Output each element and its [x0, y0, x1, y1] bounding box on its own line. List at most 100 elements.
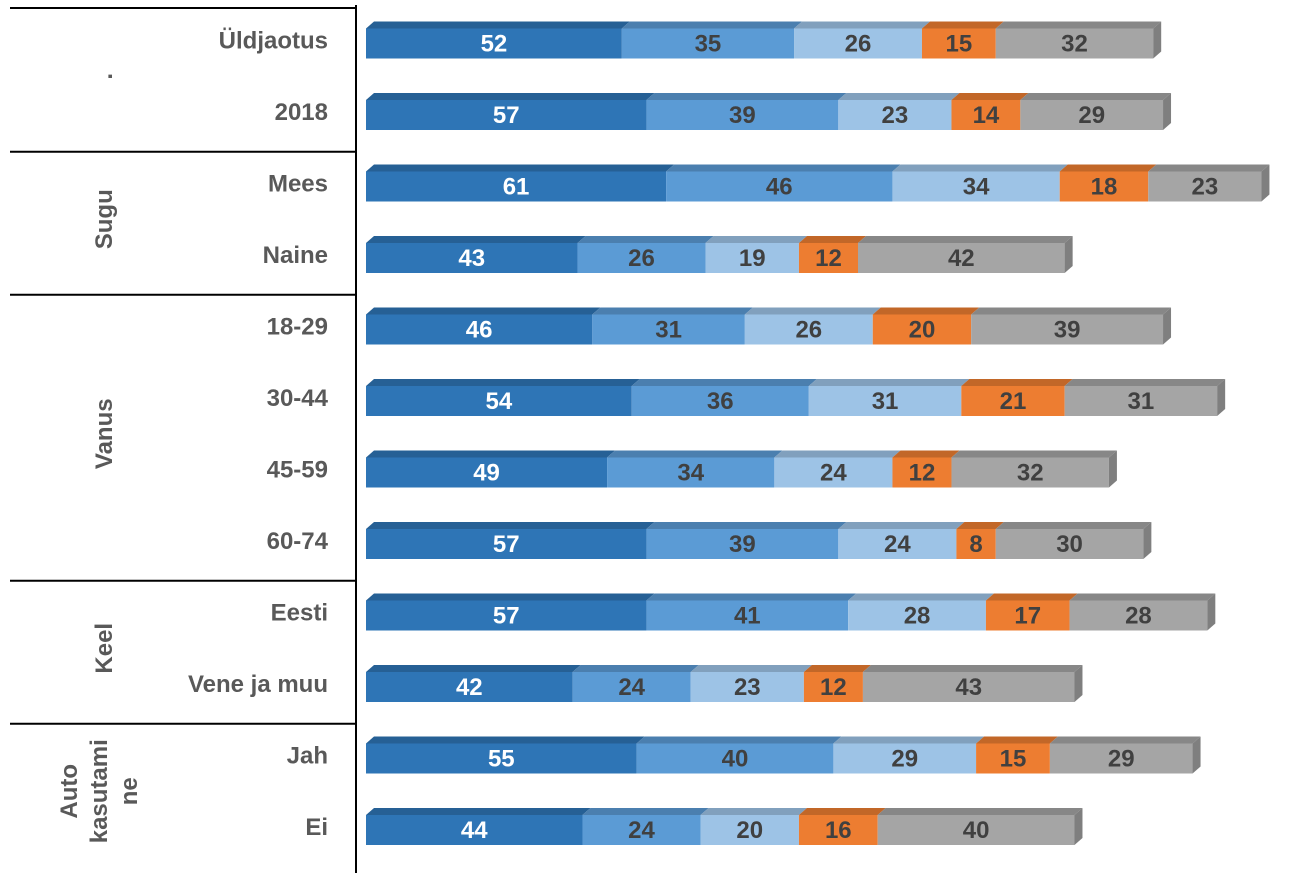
bar-value-label: 41: [734, 603, 761, 630]
bar-segment-top: [366, 665, 581, 672]
bar-segment-top: [872, 307, 980, 315]
bar-end-cap: [1143, 522, 1152, 559]
bar-segment: [1049, 743, 1193, 774]
bar-segment-top: [366, 307, 601, 315]
bar-segment: [848, 600, 986, 631]
bar-segment: [877, 815, 1075, 845]
bar-value-label: 20: [909, 317, 936, 344]
bar-segment: [985, 600, 1070, 631]
bar-value-label: 24: [628, 817, 655, 844]
group-label-keel: Keel: [91, 623, 118, 674]
bar-value-label: 17: [1014, 603, 1041, 630]
bar-segment: [744, 314, 873, 345]
bar-value-label: 34: [963, 174, 990, 201]
bar-value-label: 40: [963, 817, 990, 844]
bar-value-label: 21: [1000, 388, 1027, 415]
bar-segment: [995, 28, 1154, 59]
bar-end-cap: [1163, 307, 1172, 345]
bar-segment-top: [838, 93, 960, 100]
bar-value-label: 52: [481, 31, 508, 58]
bar-value-label: 20: [736, 817, 763, 844]
bar-value-label: 40: [722, 746, 749, 773]
bar-segment: [1059, 171, 1149, 202]
bar-segment-top: [366, 522, 655, 529]
bar-segment: [366, 171, 667, 202]
bar-segment-top: [798, 808, 886, 815]
bar-segment-top: [366, 808, 591, 815]
bar-value-label: 55: [488, 746, 515, 773]
bar-segment-top: [1020, 93, 1172, 100]
bar-segment: [646, 600, 849, 631]
bar-segment-top: [1069, 593, 1216, 601]
bar-segment-top: [892, 164, 1068, 172]
bar-segment: [951, 100, 1021, 130]
bar-segment-top: [636, 736, 842, 744]
bar-value-label: 14: [973, 102, 1000, 129]
bar-value-label: 44: [461, 817, 488, 844]
bar-value-label: 57: [493, 603, 520, 630]
bar-segment-top: [572, 665, 699, 672]
bar-segment-top: [995, 522, 1152, 529]
bar-segment: [951, 457, 1109, 488]
bar-segment: [621, 28, 795, 59]
bar-value-label: 46: [766, 174, 793, 201]
bar-segment-top: [366, 379, 640, 386]
bar-segment-top: [621, 21, 803, 29]
bar-segment-top: [985, 593, 1078, 601]
bar-segment-top: [921, 21, 1004, 29]
bar-value-label: 31: [655, 317, 682, 344]
bar-segment-top: [774, 450, 901, 458]
bar-value-label: 26: [795, 317, 822, 344]
bar-segment: [838, 529, 957, 559]
bar-segment-top: [631, 379, 817, 386]
bar-value-label: 24: [820, 460, 847, 487]
bar-end-cap: [1261, 164, 1270, 202]
bar-segment-top: [1049, 736, 1201, 744]
bar-segment-top: [862, 665, 1083, 672]
bar-segment: [366, 243, 578, 273]
bar-segment: [646, 100, 839, 130]
bar-segment: [366, 815, 583, 845]
bar-value-label: 26: [845, 31, 872, 58]
bar-segment-top: [366, 236, 586, 243]
bar-value-label: 16: [825, 817, 852, 844]
category-label-30-44: 30-44: [267, 385, 329, 412]
bar-value-label: 35: [695, 31, 722, 58]
bar-segment: [961, 386, 1065, 416]
bar-value-label: 32: [1061, 31, 1088, 58]
bar-segment-top: [607, 450, 783, 458]
category-label-18-29: 18-29: [267, 314, 328, 341]
bar-value-label: 24: [618, 674, 645, 701]
bar-segment: [631, 386, 809, 416]
bar-segment-top: [366, 450, 616, 458]
bar-segment-top: [892, 450, 960, 458]
bar-segment-top: [808, 379, 970, 386]
bar-end-cap: [1192, 736, 1201, 774]
bar-value-label: 12: [815, 245, 842, 272]
bar-value-label: 32: [1017, 460, 1044, 487]
group-label-auto-kasutamine: ne: [116, 777, 143, 805]
bar-segment: [646, 529, 839, 559]
bar-segment-top: [1148, 164, 1270, 172]
bar-value-label: 34: [677, 460, 704, 487]
bar-end-cap: [1064, 236, 1073, 273]
bar-segment-top: [833, 736, 985, 744]
bar-segment: [803, 672, 863, 702]
category-label-ei: Ei: [305, 814, 328, 841]
bar-value-label: 39: [729, 531, 756, 558]
bar-segment: [366, 28, 622, 59]
category-label-eesti: Eesti: [271, 600, 328, 627]
category-label-vene-ja-muu: Vene ja muu: [188, 671, 328, 698]
bar-end-cap: [1108, 450, 1117, 488]
bar-value-label: 8: [969, 531, 982, 558]
bar-segment: [995, 529, 1144, 559]
bar-segment: [798, 243, 858, 273]
group-label-.: .: [91, 73, 118, 80]
bar-segment-top: [646, 593, 857, 601]
bar-segment-top: [744, 307, 881, 315]
bar-end-cap: [1074, 808, 1083, 845]
bar-segment: [366, 314, 593, 345]
bar-value-label: 23: [734, 674, 761, 701]
bar-value-label: 39: [729, 102, 756, 129]
bar-segment-top: [798, 236, 866, 243]
